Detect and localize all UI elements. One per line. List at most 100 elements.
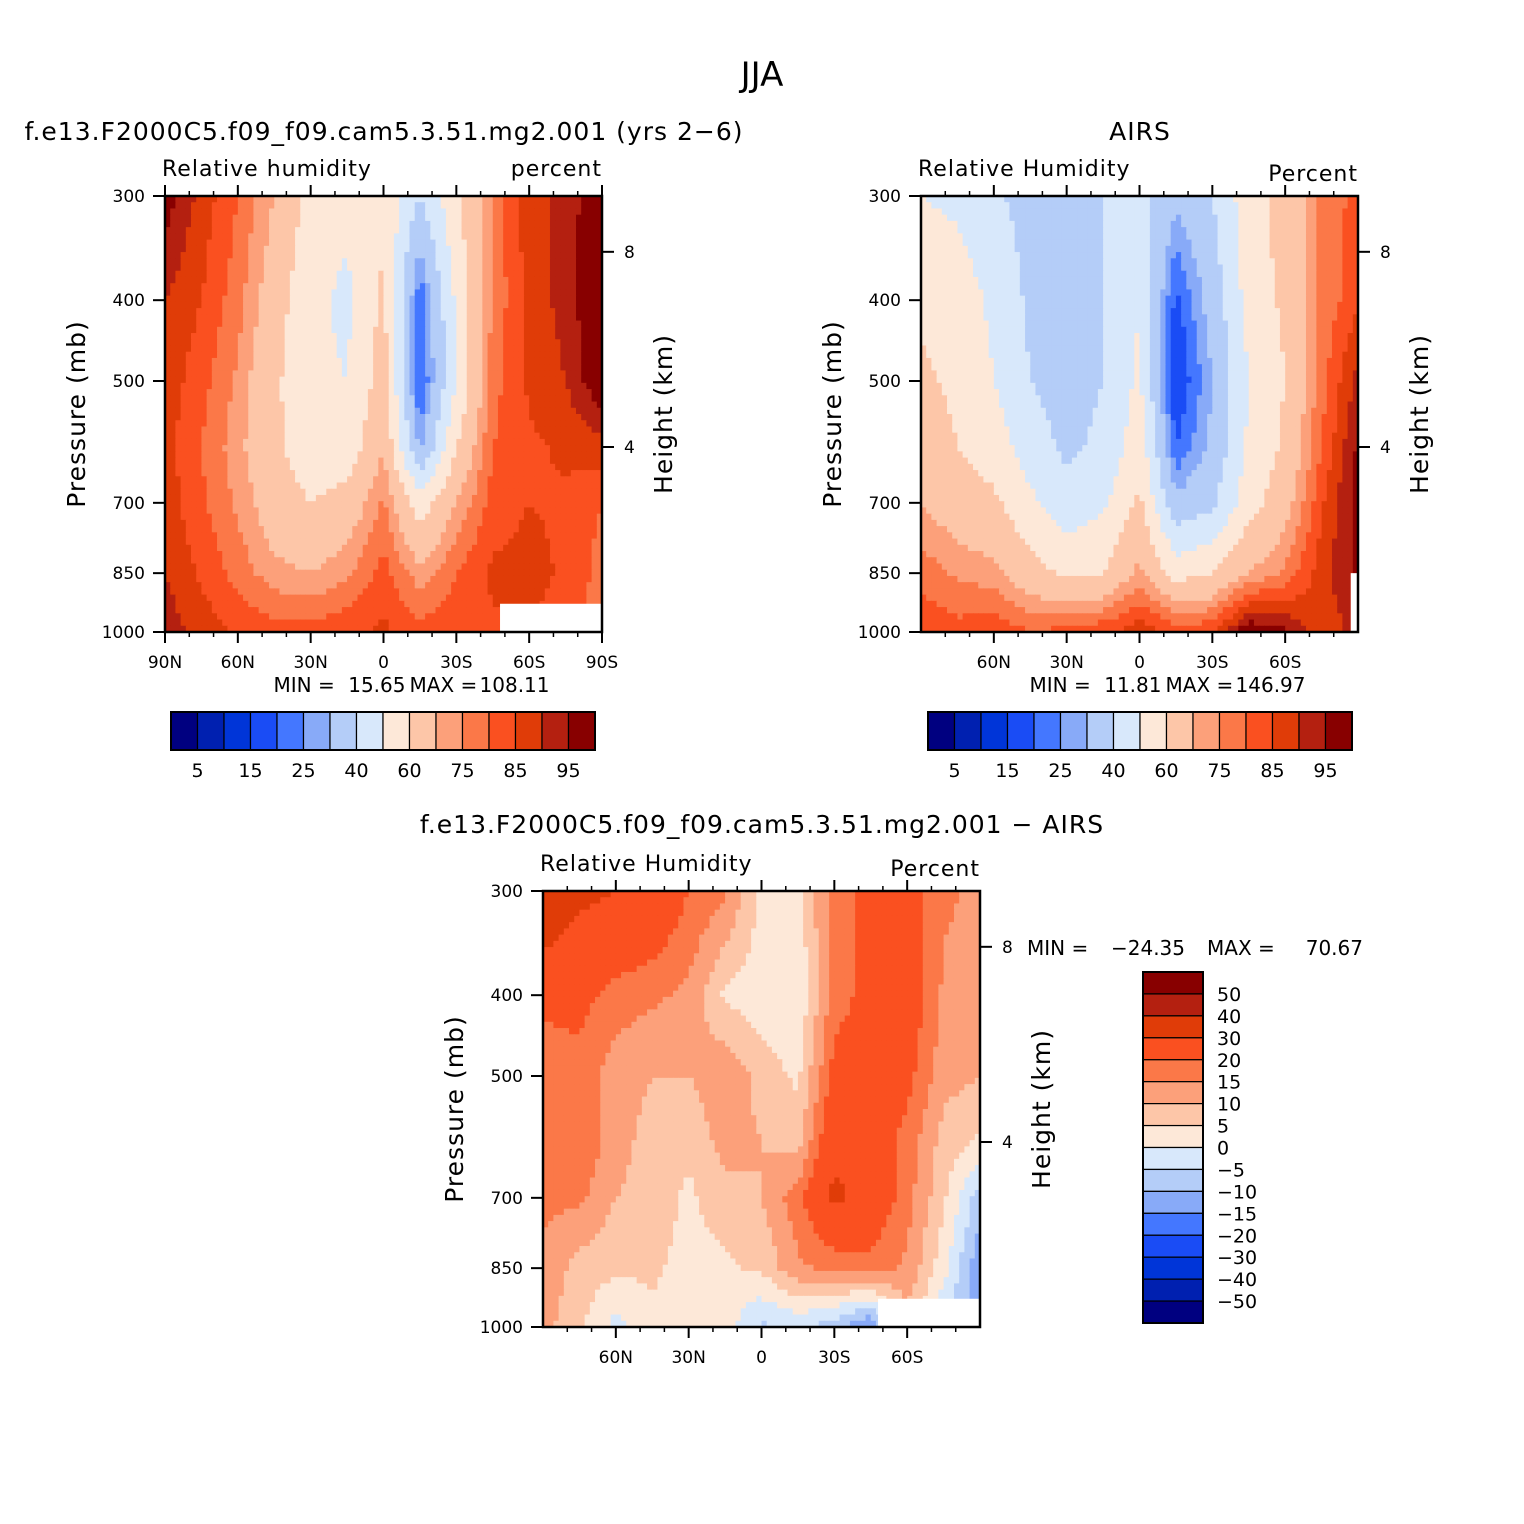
field-cell xyxy=(253,432,260,440)
field-cell xyxy=(347,276,353,284)
field-cell xyxy=(227,220,234,228)
field-cell xyxy=(456,526,463,533)
field-cell xyxy=(492,451,499,459)
field-cell xyxy=(295,276,301,284)
field-cell xyxy=(357,470,364,477)
field-cell xyxy=(419,314,426,322)
field-cell xyxy=(596,457,603,465)
field-cell xyxy=(575,202,582,210)
field-cell xyxy=(419,270,426,278)
field-cell xyxy=(539,382,546,390)
field-cell xyxy=(581,476,587,484)
field-cell xyxy=(581,202,587,210)
field-cell xyxy=(393,445,400,452)
field-cell xyxy=(581,544,587,552)
field-cell xyxy=(581,395,587,403)
field-cell xyxy=(378,264,385,272)
field-cell xyxy=(529,526,535,533)
field-cell xyxy=(201,463,208,471)
field-cell xyxy=(170,289,176,297)
field-cell xyxy=(575,333,582,340)
field-cell xyxy=(373,557,379,565)
field-cell xyxy=(331,382,338,390)
field-cell xyxy=(409,451,416,459)
field-cell xyxy=(373,326,379,334)
field-cell xyxy=(560,326,567,334)
field-cell xyxy=(393,239,400,247)
field-cell xyxy=(503,401,509,409)
field-cell xyxy=(321,239,327,247)
field-cell xyxy=(305,438,312,446)
field-cell xyxy=(560,532,567,540)
field-cell xyxy=(430,551,437,558)
field-cell xyxy=(331,470,338,477)
field-cell xyxy=(315,289,322,297)
field-cell xyxy=(315,445,322,452)
field-cell xyxy=(575,445,582,452)
field-cell xyxy=(466,544,473,552)
field-cell xyxy=(227,252,234,259)
field-cell xyxy=(466,351,473,359)
field-cell xyxy=(575,407,582,415)
field-cell xyxy=(305,351,312,359)
field-cell xyxy=(165,339,171,347)
field-cell xyxy=(175,526,182,533)
field-cell xyxy=(331,476,338,484)
field-cell xyxy=(295,538,301,546)
field-cell xyxy=(196,196,203,203)
field-cell xyxy=(591,513,598,521)
field-cell xyxy=(451,526,457,533)
field-cell xyxy=(274,357,281,365)
field-cell xyxy=(185,351,192,359)
field-cell xyxy=(513,507,520,515)
field-cell xyxy=(534,420,541,428)
field-cell xyxy=(170,376,176,384)
field-cell xyxy=(310,245,317,253)
field-cell xyxy=(347,202,353,210)
field-cell xyxy=(425,339,431,347)
field-cell xyxy=(596,451,603,459)
field-cell xyxy=(367,357,374,365)
field-cell xyxy=(253,513,260,521)
field-cell xyxy=(575,196,582,203)
field-cell xyxy=(315,283,322,291)
field-cell xyxy=(388,357,395,365)
field-cell xyxy=(456,214,463,222)
field-cell xyxy=(555,463,561,471)
field-cell xyxy=(201,519,208,527)
field-cell xyxy=(222,463,229,471)
field-cell xyxy=(409,227,416,234)
field-cell xyxy=(211,407,218,415)
field-cell xyxy=(487,264,494,272)
field-cell xyxy=(279,295,286,303)
field-cell xyxy=(232,451,239,459)
field-cell xyxy=(165,289,171,297)
field-cell xyxy=(367,501,374,509)
field-cell xyxy=(388,526,395,533)
field-cell xyxy=(575,214,582,222)
field-cell xyxy=(315,220,322,228)
field-cell xyxy=(430,370,437,378)
field-cell xyxy=(555,301,561,309)
field-cell xyxy=(284,276,291,284)
field-cell xyxy=(529,351,535,359)
field-cell xyxy=(539,538,546,546)
field-cell xyxy=(539,357,546,365)
field-cell xyxy=(170,357,176,365)
field-cell xyxy=(279,563,286,571)
field-cell xyxy=(326,457,333,465)
field-cell xyxy=(471,557,478,565)
field-cell xyxy=(357,457,364,465)
field-cell xyxy=(570,283,577,291)
field-cell xyxy=(596,538,603,546)
field-cell xyxy=(575,395,582,403)
field-cell xyxy=(549,407,556,415)
field-cell xyxy=(326,245,333,253)
field-cell xyxy=(347,314,353,322)
field-cell xyxy=(180,526,187,533)
field-cell xyxy=(185,345,192,353)
field-cell xyxy=(414,482,421,490)
field-cell xyxy=(315,488,322,496)
field-cell xyxy=(222,196,229,203)
field-cell xyxy=(331,507,338,515)
